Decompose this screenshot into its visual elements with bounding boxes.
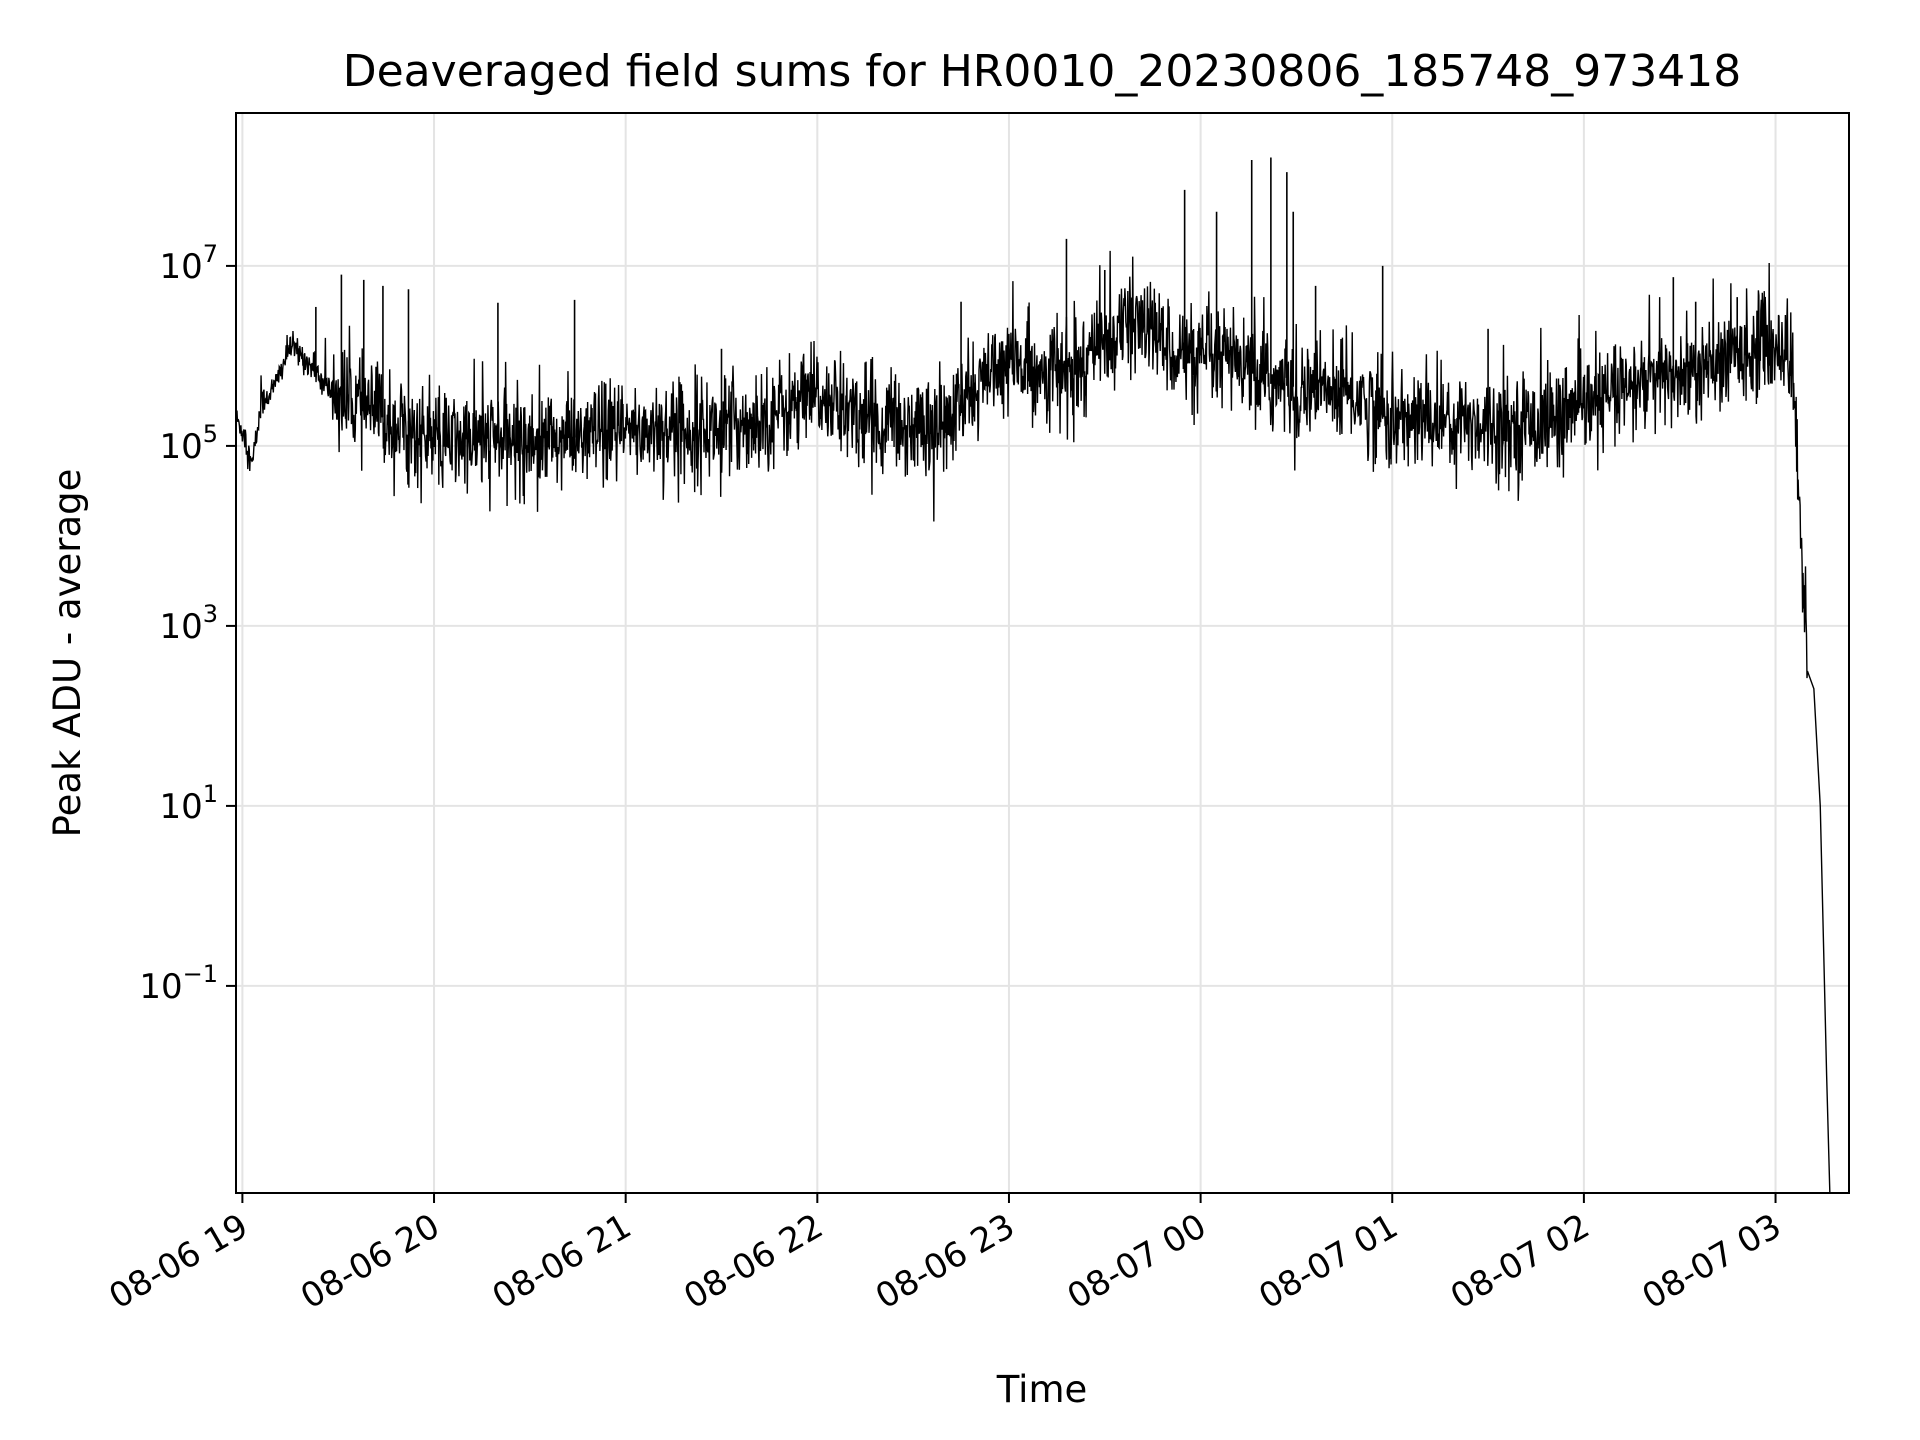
- x-tick-label-3: 08-06 22: [677, 1206, 829, 1317]
- x-tick-label-0: 08-06 19: [102, 1206, 254, 1317]
- x-axis: 08-06 19 08-06 20 08-06 21 08-06 22 08-06 23…: [102, 1193, 1788, 1317]
- x-tick-label-8: 08-07 03: [1636, 1206, 1788, 1317]
- y-tick-label-0: 107: [159, 240, 218, 287]
- series-line-0: [236, 250, 1831, 1193]
- y-axis: 107 105 103 101 10−1: [139, 240, 236, 1007]
- plot-frame: [235, 112, 1850, 1194]
- x-tick-label-1: 08-06 20: [294, 1206, 446, 1317]
- x-tick-label-4: 08-06 23: [869, 1206, 1021, 1317]
- x-axis-label: Time: [996, 1368, 1088, 1411]
- y-tick-label-4: 10−1: [139, 960, 218, 1007]
- y-axis-label: Peak ADU - average: [46, 469, 89, 838]
- x-tick-label-2: 08-06 21: [486, 1206, 638, 1317]
- y-tick-label-3: 101: [159, 780, 218, 827]
- x-tick-label-6: 08-07 01: [1252, 1206, 1404, 1317]
- y-tick-label-2: 103: [159, 600, 218, 647]
- plot-layer: [236, 157, 1831, 1193]
- y-tick-label-1: 105: [159, 420, 218, 467]
- grid-layer: [236, 113, 1849, 1193]
- x-tick-label-5: 08-07 00: [1061, 1206, 1213, 1317]
- x-tick-label-7: 08-07 02: [1444, 1206, 1596, 1317]
- chart-title: Deaveraged field sums for HR0010_2023080…: [343, 46, 1742, 97]
